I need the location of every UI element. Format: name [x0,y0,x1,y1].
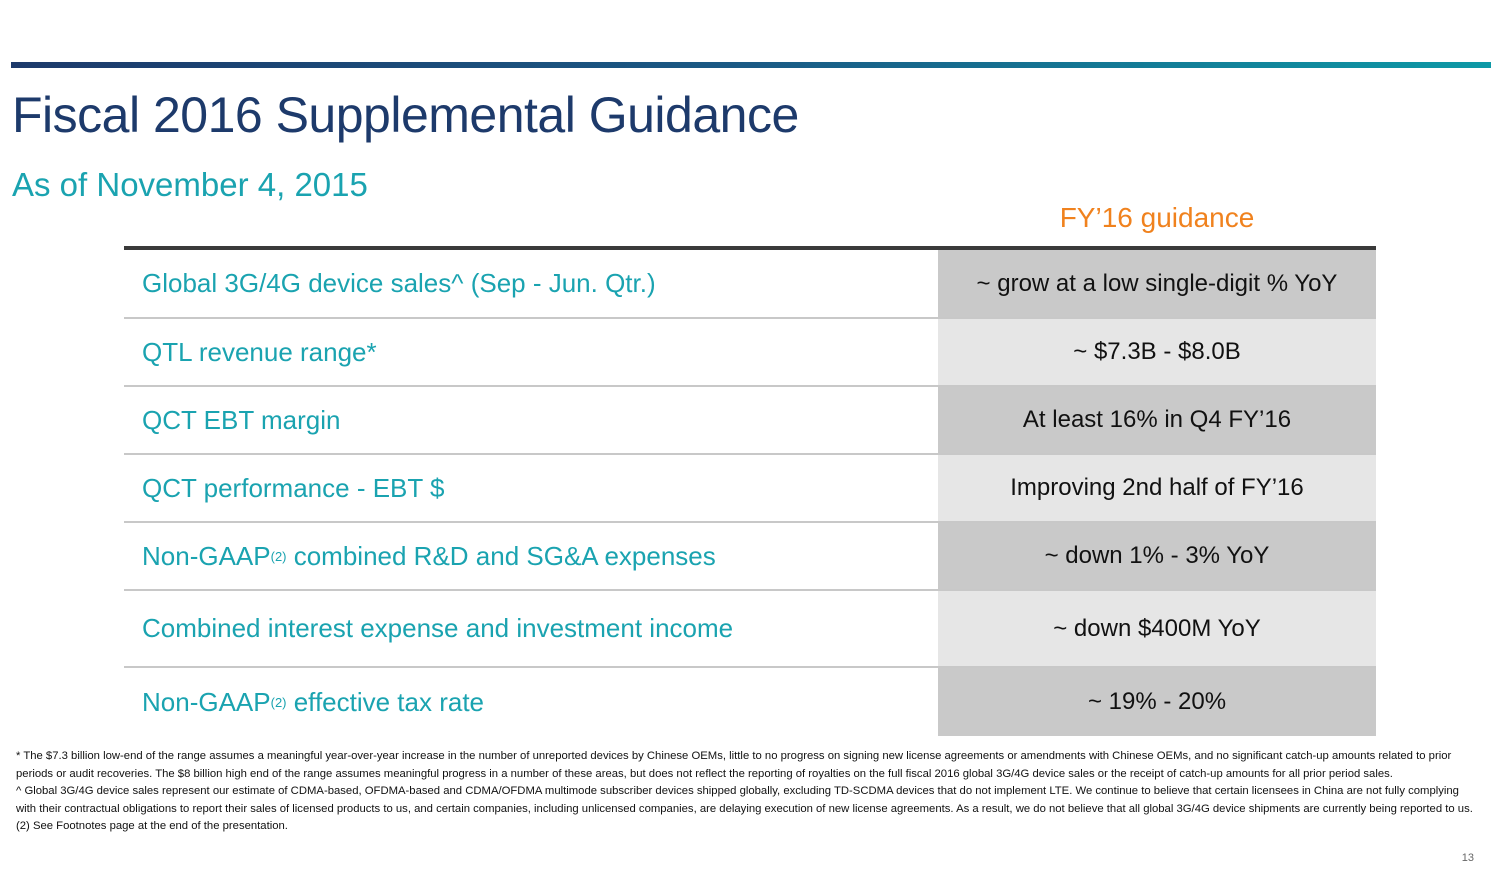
footnote-ref: (2) [270,694,287,710]
column-header-guidance: FY’16 guidance [1059,202,1255,233]
row-label: Non-GAAP (2) effective tax rate [124,668,938,736]
row-label: QCT performance - EBT $ [142,472,445,503]
footnote-ref: (2) [270,548,287,564]
page-number: 13 [1461,852,1474,864]
table-row: Global 3G/4G device sales^ (Sep - Jun. Q… [124,250,1376,319]
row-label: Global 3G/4G device sales^ (Sep - Jun. Q… [142,268,656,298]
row-label: Non-GAAP (2) combined R&D and SG&A expens… [124,523,938,589]
table-row: QTL revenue range* ~ $7.3B - $8.0B [124,319,1376,387]
label-text: Non-GAAP [142,686,271,717]
table-row: Combined interest expense and investment… [124,591,1376,668]
label-text: combined R&D and SG&A expenses [286,540,716,571]
table-row: QCT EBT margin At least 16% in Q4 FY’16 [124,387,1376,455]
row-value: At least 16% in Q4 FY’16 [938,387,1376,453]
row-value: ~ $7.3B - $8.0B [938,319,1376,385]
footnote: ^ Global 3G/4G device sales represent ou… [16,785,1473,815]
row-value: ~ down 1% - 3% YoY [938,523,1376,589]
row-value: ~ down $400M YoY [938,591,1376,666]
row-label: Combined interest expense and investment… [142,613,734,643]
table-row: QCT performance - EBT $ Improving 2nd ha… [124,455,1376,523]
page-title: Fiscal 2016 Supplemental Guidance [12,87,799,143]
row-value: ~ 19% - 20% [938,668,1376,736]
row-value: ~ grow at a low single-digit % YoY [938,250,1376,317]
footnote: (2) See Footnotes page at the end of the… [16,820,288,833]
page-subtitle: As of November 4, 2015 [12,166,368,203]
header-accent-bar [11,62,1491,68]
label-text: effective tax rate [286,686,485,717]
footnote: * The $7.3 billion low-end of the range … [16,750,1452,780]
guidance-table: Global 3G/4G device sales^ (Sep - Jun. Q… [124,246,1376,736]
footnotes: * The $7.3 billion low-end of the range … [16,748,1481,836]
table-row: Non-GAAP (2) effective tax rate ~ 19% - 2… [124,668,1376,736]
table-row: Non-GAAP (2) combined R&D and SG&A expens… [124,523,1376,591]
label-text: Non-GAAP [142,540,271,571]
row-label: QTL revenue range* [142,336,377,367]
row-value: Improving 2nd half of FY’16 [938,455,1376,521]
row-label: QCT EBT margin [142,404,341,435]
